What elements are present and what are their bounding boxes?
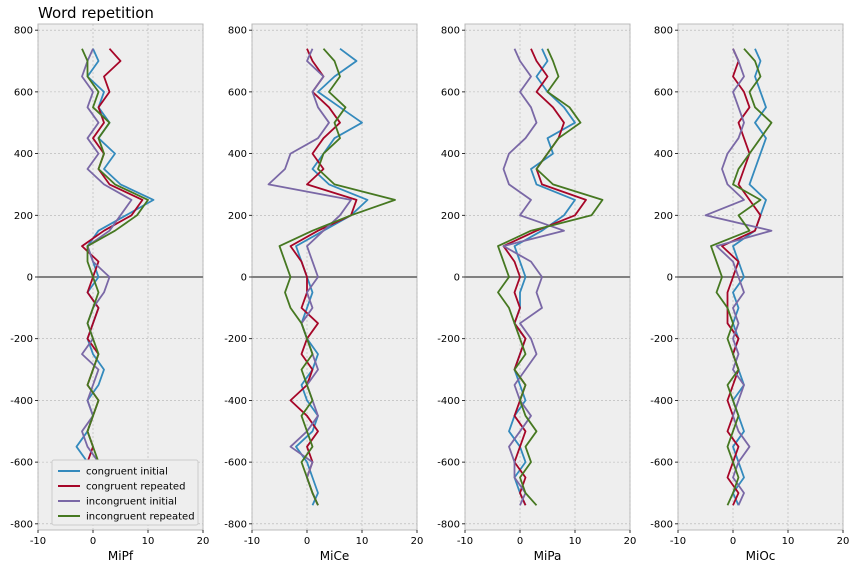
y-tick-label: 200 (228, 211, 247, 222)
x-tick-label: 20 (837, 536, 850, 547)
y-tick-label: 200 (654, 211, 673, 222)
y-tick-label: 800 (654, 26, 673, 37)
x-tick-label: 20 (197, 536, 210, 547)
x-tick-label: 0 (517, 536, 523, 547)
x-axis-label: MiCe (320, 549, 349, 563)
y-tick-label: 600 (654, 87, 673, 98)
legend-box (51, 459, 199, 526)
x-tick-label: 10 (782, 536, 795, 547)
y-tick-label: 0 (241, 273, 247, 284)
y-tick-label: -800 (437, 519, 460, 530)
x-axis-label: MiPa (534, 549, 562, 563)
y-tick-label: 200 (14, 211, 33, 222)
x-tick-label: 0 (730, 536, 736, 547)
y-tick-label: 400 (441, 149, 460, 160)
x-tick-label: 10 (356, 536, 369, 547)
y-tick-label: 0 (27, 273, 33, 284)
y-tick-label: 800 (14, 26, 33, 37)
y-tick-label: 600 (228, 87, 247, 98)
series-line-incongruent-initial (704, 48, 773, 506)
x-tick-label: -10 (670, 536, 686, 547)
y-tick-label: -800 (10, 519, 33, 530)
series-line-incongruent-repeated (81, 48, 149, 506)
y-tick-label: -800 (224, 519, 247, 530)
panel-mioc: -800 -600 -400 -200 0 200 400 600 800 -10 0 10 20 MiO… (650, 23, 850, 563)
y-tick-label: 200 (441, 211, 460, 222)
series-line-congruent-repeated (289, 48, 358, 506)
x-tick-label: -10 (244, 536, 260, 547)
x-tick-label: -10 (30, 536, 46, 547)
y-tick-label: 600 (441, 87, 460, 98)
y-tick-label: -400 (437, 396, 460, 407)
y-tick-label: 400 (228, 149, 247, 160)
series-line-incongruent-repeated (497, 48, 604, 506)
x-tick-label: 20 (411, 536, 424, 547)
y-tick-label: -200 (224, 334, 247, 345)
chart-title: Word repetition (38, 4, 154, 22)
x-tick-label: 10 (142, 536, 155, 547)
legend-label: congruent repeated (86, 482, 185, 493)
series-line-congruent-initial (732, 48, 767, 506)
y-tick-label: 0 (454, 273, 460, 284)
x-tick-label: 10 (569, 536, 582, 547)
x-tick-label: 0 (90, 536, 96, 547)
series-line-incongruent-initial (81, 48, 133, 506)
panel-mipa: -800 -600 -400 -200 0 200 400 600 800 -10 0 10 20 MiP… (437, 23, 637, 563)
y-tick-label: -400 (650, 396, 673, 407)
y-tick-label: -200 (437, 334, 460, 345)
y-tick-label: -600 (224, 458, 247, 469)
y-tick-label: -800 (650, 519, 673, 530)
legend-label: incongruent initial (86, 497, 177, 508)
y-tick-label: 0 (667, 273, 673, 284)
y-tick-label: -400 (224, 396, 247, 407)
y-tick-label: 400 (14, 149, 33, 160)
series-line-congruent-initial (508, 48, 576, 506)
series-line-congruent-repeated (721, 48, 762, 506)
y-tick-label: 800 (228, 26, 247, 37)
x-axis-label: MiOc (746, 549, 776, 563)
x-tick-label: 20 (624, 536, 637, 547)
y-tick-label: -600 (650, 458, 673, 469)
y-tick-label: 800 (441, 26, 460, 37)
y-tick-label: 600 (14, 87, 33, 98)
y-tick-label: -600 (437, 458, 460, 469)
y-tick-label: -200 (10, 334, 33, 345)
series-line-incongruent-repeated (710, 48, 773, 506)
x-tick-label: -10 (457, 536, 473, 547)
y-tick-label: -200 (650, 334, 673, 345)
panel-mice: -800 -600 -400 -200 0 200 400 600 800 -10 0 10 20 MiC… (224, 23, 424, 563)
series-line-incongruent-repeated (278, 48, 396, 506)
x-tick-label: 0 (304, 536, 310, 547)
series-line-congruent-repeated (502, 48, 587, 506)
y-tick-label: -600 (10, 458, 33, 469)
y-tick-label: 400 (654, 149, 673, 160)
legend-label: incongruent repeated (86, 512, 195, 523)
y-tick-label: -400 (10, 396, 33, 407)
series-line-incongruent-initial (502, 48, 565, 506)
panel-mipf: -800 -600 -400 -200 0 200 400 600 800 -10 0 10 20 MiP… (10, 23, 210, 563)
legend-label: congruent initial (86, 467, 168, 478)
legend: congruent initial congruent repeated incon… (51, 459, 199, 526)
x-axis-label: MiPf (108, 549, 134, 563)
